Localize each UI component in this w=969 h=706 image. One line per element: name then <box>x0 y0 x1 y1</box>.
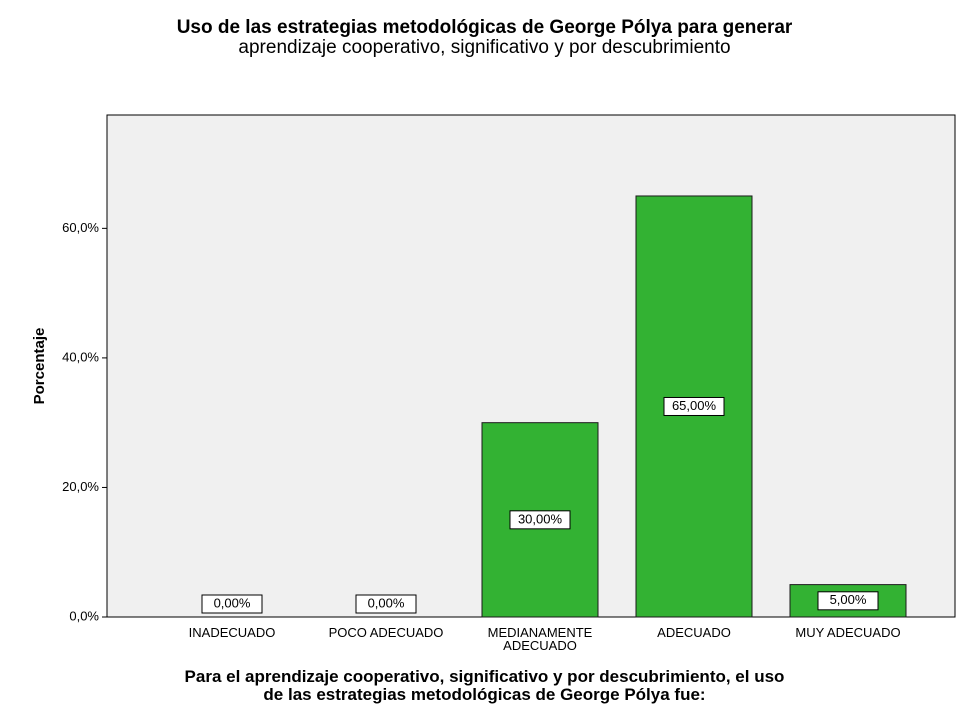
value-label: 65,00% <box>672 398 717 413</box>
y-tick-label: 0,0% <box>69 608 99 623</box>
value-label: 5,00% <box>830 592 867 607</box>
y-tick-label: 60,0% <box>62 220 99 235</box>
y-axis-label: Porcentaje <box>31 328 48 405</box>
value-label-box <box>201 594 263 614</box>
value-label: 0,00% <box>368 595 405 610</box>
x-axis-label: de las estrategias metodológicas de Geor… <box>263 685 706 704</box>
value-label-box <box>355 594 417 614</box>
value-label: 30,00% <box>518 511 563 526</box>
value-label-box <box>509 510 571 530</box>
y-tick-label: 40,0% <box>62 349 99 364</box>
chart-title: Uso de las estrategias metodológicas de … <box>176 17 793 38</box>
x-tick-label: MUY ADECUADO <box>795 625 901 640</box>
value-label-box <box>663 396 725 416</box>
x-tick-label: ADECUADO <box>657 625 731 640</box>
x-tick-label: MEDIANAMENTE ADECUADO <box>487 625 593 653</box>
x-tick-label: INADECUADO <box>188 625 276 640</box>
value-label-box <box>817 591 879 611</box>
x-axis-label: Para el aprendizaje cooperativo, signifi… <box>184 667 785 686</box>
y-tick-label: 20,0% <box>62 479 99 494</box>
value-label: 0,00% <box>214 595 251 610</box>
x-tick-label: POCO ADECUADO <box>328 625 444 640</box>
chart-title: aprendizaje cooperativo, significativo y… <box>238 37 731 58</box>
